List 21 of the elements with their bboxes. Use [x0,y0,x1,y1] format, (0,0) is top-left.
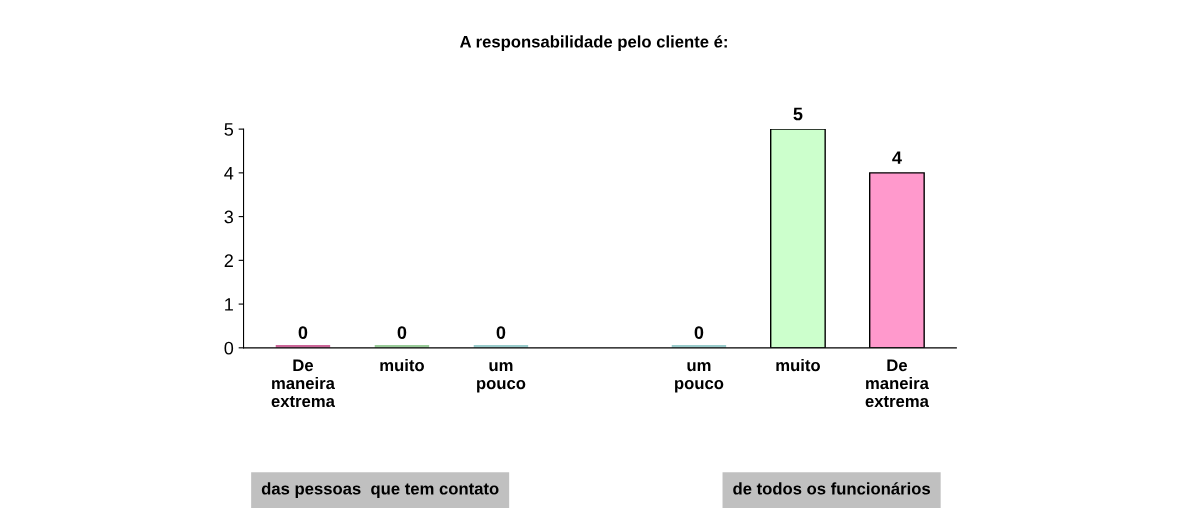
data-label: 5 [793,107,803,121]
data-label: 4 [892,151,902,164]
y-tick-label: 5 [224,123,234,136]
x-tick-label: muito [380,358,424,372]
y-tick-label: 0 [224,341,234,355]
data-label: 0 [298,326,308,339]
y-tick-label: 4 [224,166,234,180]
y-tick-label: 1 [225,298,233,311]
text: das pessoas que tem contato [261,482,499,498]
y-tick-label: 3 [224,210,234,224]
x-tick-label: De maneira extrema [271,359,336,408]
text: de todos os funcionários [733,482,931,495]
x-tick-label: um pouco [477,362,526,393]
data-label: 0 [496,326,506,339]
x-tick-label: muito [776,358,820,372]
data-label: 0 [694,326,704,339]
x-tick-label: De maneira extrema [865,359,930,408]
y-tick-label: 2 [224,254,233,267]
chart-title: A responsabilidade pelo cliente é: [459,35,727,51]
data-label: 0 [397,326,407,339]
x-tick-label: um pouco [675,362,724,393]
